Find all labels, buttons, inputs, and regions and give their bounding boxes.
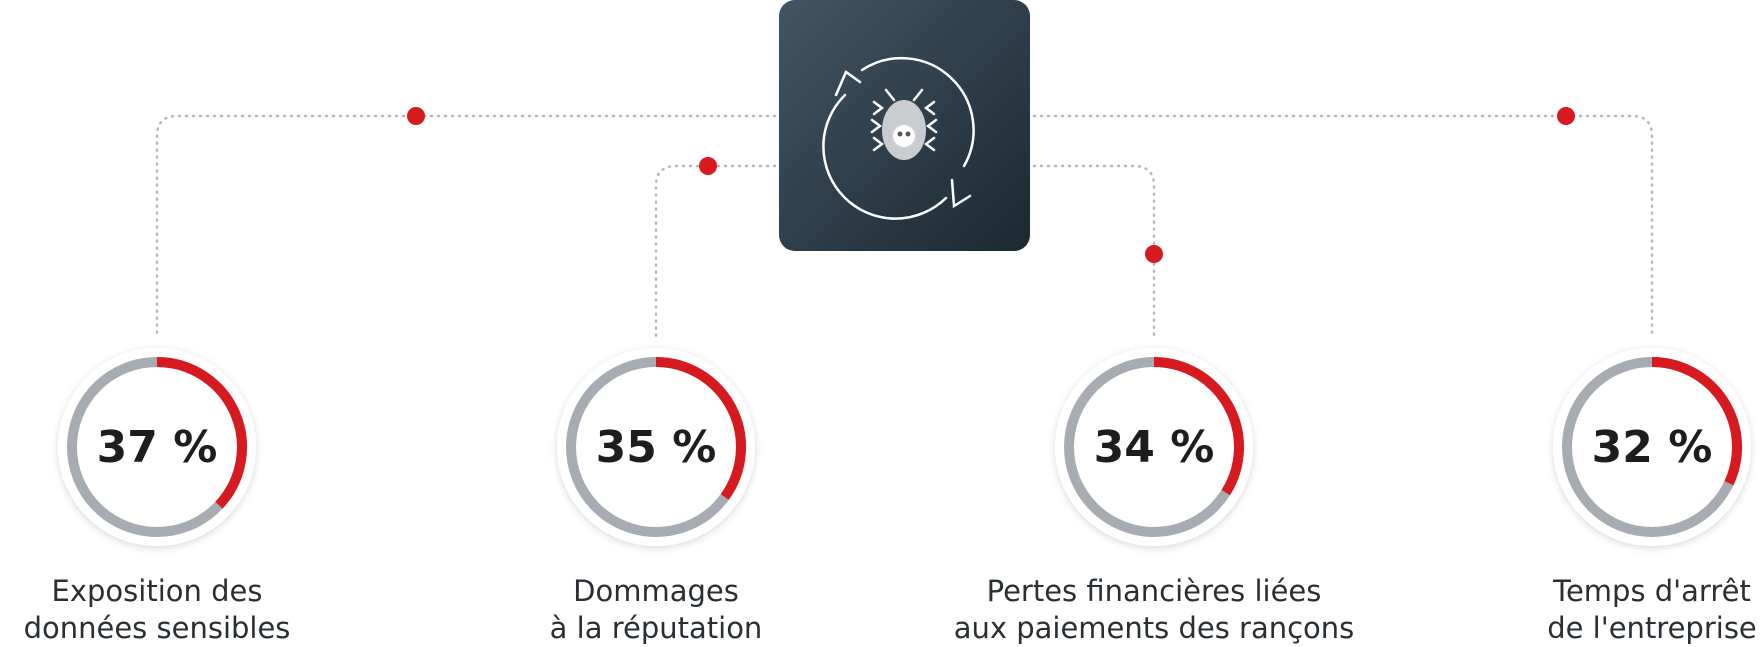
donut-background [557, 348, 755, 546]
donut-background [1553, 348, 1751, 546]
cycle-arrows [822, 56, 975, 220]
donut-arc [156, 357, 247, 509]
value-label: 35 % [596, 422, 717, 473]
connector [155, 114, 777, 339]
value-label: 32 % [1592, 422, 1713, 473]
donut-label: aux paiements des rançons [954, 611, 1355, 645]
donut-label: de l'entreprise [1547, 611, 1757, 645]
donut-label: Temps d'arrêt [1552, 574, 1751, 608]
donut-background [1055, 348, 1253, 546]
donut-label: Dommages [573, 574, 739, 608]
connector-dot [1145, 245, 1163, 263]
threat-icon-box [779, 0, 1030, 251]
donut-label: à la réputation [550, 611, 763, 645]
connector-dot [699, 157, 717, 175]
donut-background [58, 348, 256, 546]
donut-label: données sensibles [24, 611, 291, 645]
connector-dot [407, 107, 425, 125]
bug-icon [870, 88, 938, 160]
connector [654, 164, 777, 339]
donut-arc [1651, 357, 1742, 486]
donut-label: Pertes financières liées [987, 574, 1322, 608]
connector [1032, 164, 1156, 339]
connector [1032, 114, 1654, 339]
connectors [155, 107, 1654, 339]
value-label: 34 % [1094, 422, 1215, 473]
donut-arc [655, 357, 746, 500]
connector-dot [1557, 107, 1575, 125]
donut-label: Exposition des [52, 574, 263, 608]
value-label: 37 % [97, 422, 218, 473]
donut-arc [1153, 357, 1244, 496]
